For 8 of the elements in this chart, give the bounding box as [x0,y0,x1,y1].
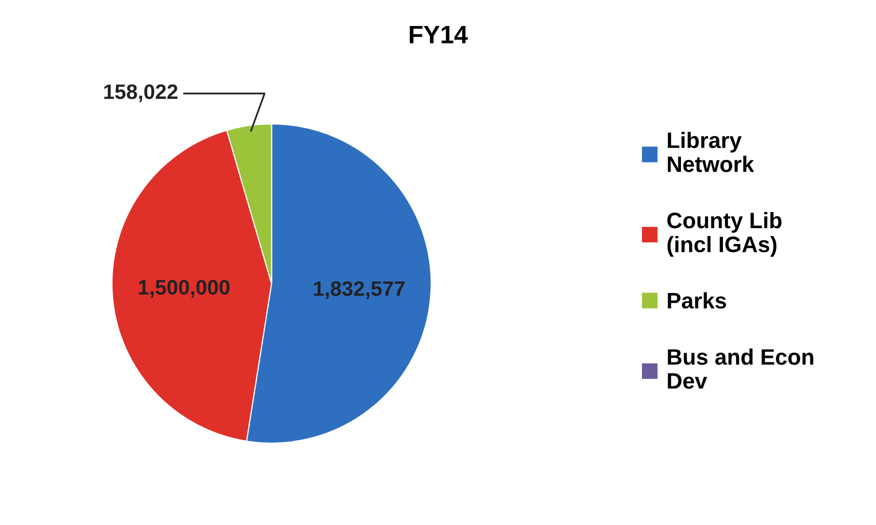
chart-title: FY14 [410,26,468,44]
legend-label: County Lib (incl IGAs) [667,212,782,257]
data-label: 1,500,000 [138,280,230,298]
data-label: 158,022 [104,84,178,102]
legend-label: Parks [668,292,726,309]
legend-label: Library Network [668,132,754,172]
data-label: 1,832,577 [314,281,404,299]
legend-label: Bus and Econ Dev [668,348,814,389]
